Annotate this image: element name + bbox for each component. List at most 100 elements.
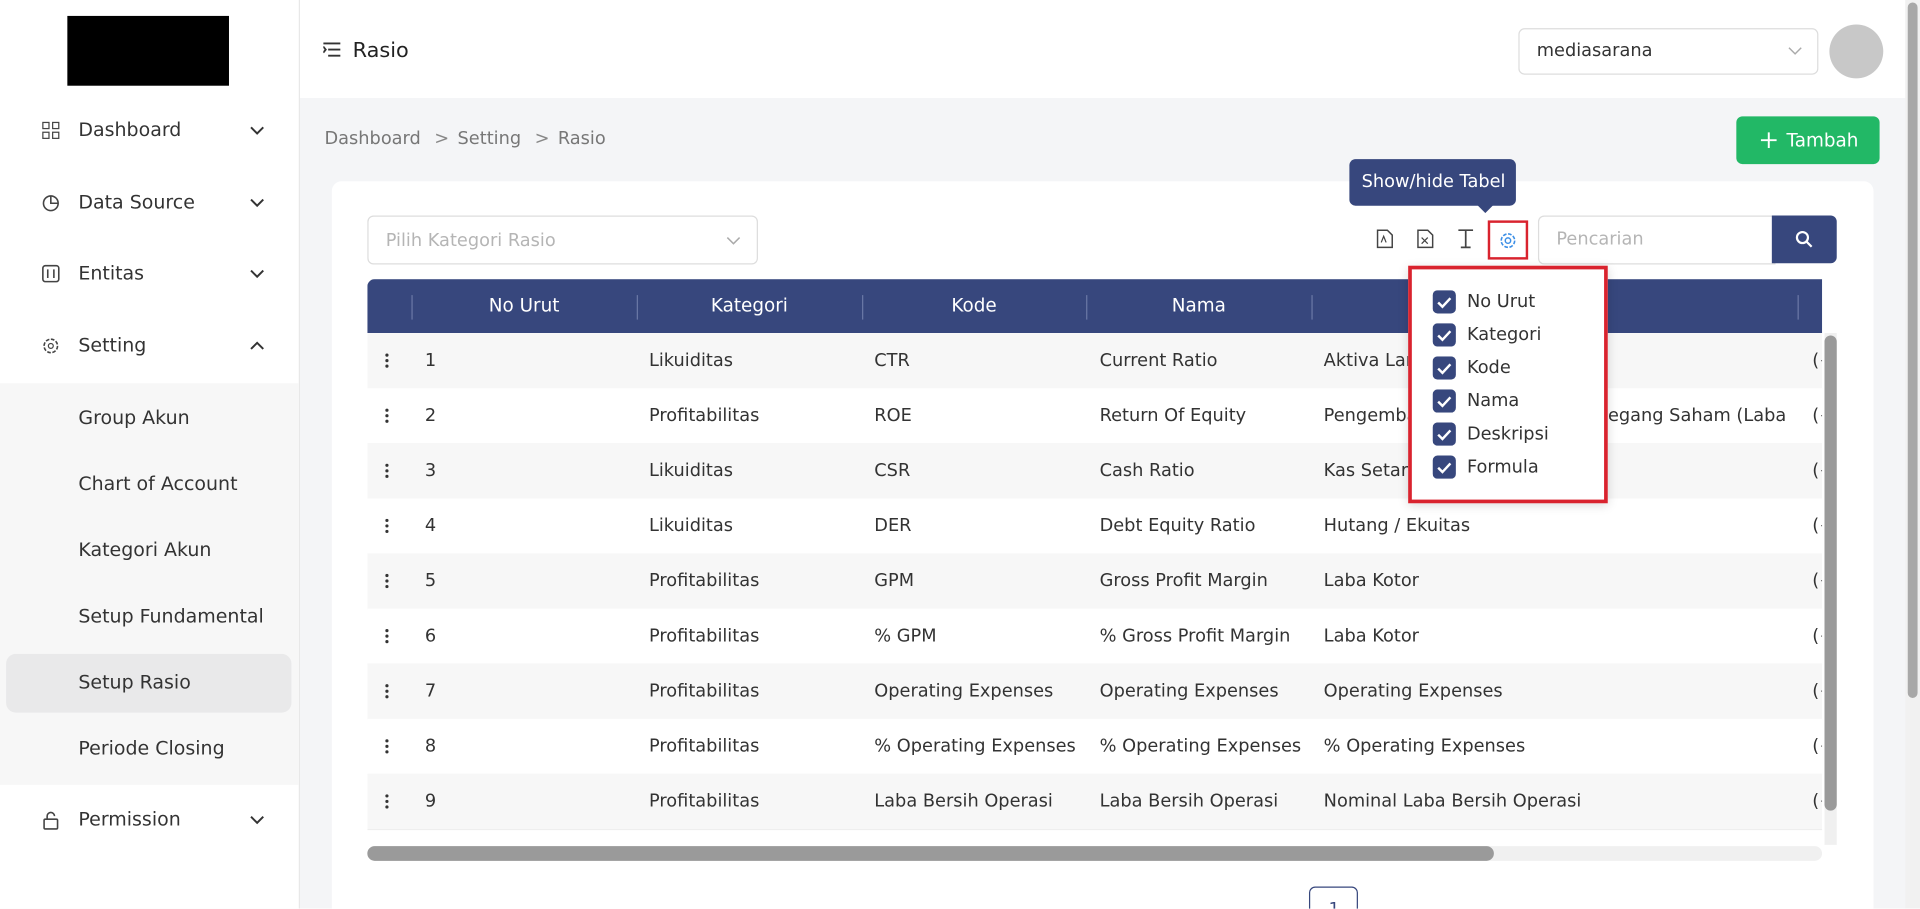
company-select[interactable]: mediasarana (1518, 28, 1819, 75)
search-button[interactable] (1771, 215, 1837, 264)
table-cell: Gross Profit Margin (1099, 571, 1268, 592)
table-cell: Likuiditas (648, 461, 734, 481)
column-header[interactable]: No Urut (488, 294, 560, 317)
page-number: 1 (1329, 901, 1340, 908)
table-cell: GPM (874, 571, 915, 592)
row-menu-icon (385, 518, 389, 534)
menu-icon (43, 338, 59, 354)
breadcrumb-item[interactable]: Dashboard (324, 129, 421, 150)
category-select[interactable]: Pilih Kategori Rasio (367, 215, 758, 265)
column-toggle-button[interactable] (1487, 220, 1529, 260)
search-placeholder: Pencarian (1556, 229, 1644, 250)
table-cell: ({ (1812, 736, 1822, 757)
table-cell: 2 (424, 406, 437, 426)
column-header[interactable]: Kode (951, 294, 997, 317)
menu-item[interactable]: Permission (78, 808, 181, 831)
menu-icon (42, 264, 60, 283)
export-excel-icon[interactable] (1417, 229, 1434, 249)
table-cell: Laba Kotor (1323, 627, 1419, 646)
page-button[interactable]: 1 (1308, 886, 1358, 909)
submenu-item[interactable]: Kategori Akun (78, 539, 212, 562)
submenu-item[interactable]: Setup Fundamental (78, 605, 264, 628)
column-option[interactable]: Kode (1466, 358, 1511, 379)
table-cell: ({ (1812, 791, 1822, 812)
table-cell: ({ (1812, 461, 1822, 481)
plus-icon (1760, 132, 1777, 149)
table-cell: Debt Equity Ratio (1099, 516, 1256, 537)
table-row: 5 Profitabilitas GPM Gross Profit Margin Lab… (367, 553, 1823, 610)
search-input[interactable]: Pencarian (1537, 215, 1776, 265)
menu-toggle-icon[interactable] (323, 42, 341, 58)
category-placeholder: Pilih Kategori Rasio (385, 231, 556, 251)
table-cell: DER (874, 516, 912, 537)
table-cell: % Operating Expenses (1323, 738, 1526, 756)
active-item-bg (6, 653, 292, 713)
checkbox (1432, 422, 1456, 446)
chevron (250, 269, 264, 279)
row-menu-icon (385, 684, 389, 699)
row-menu-icon (385, 629, 389, 644)
table-cell: Profitabilitas (648, 736, 760, 757)
column-divider (862, 295, 864, 320)
breadcrumb-item[interactable]: Setting (457, 129, 522, 150)
table-cell: CSR (874, 461, 911, 481)
tooltip-arrow (1476, 204, 1494, 214)
submenu-item[interactable]: Group Akun (78, 406, 190, 429)
table-cell: Laba Bersih Operasi (1099, 791, 1279, 812)
checkbox (1432, 389, 1456, 413)
checkbox (1432, 290, 1456, 314)
table-cell: Likuiditas (648, 516, 734, 537)
menu-icon (42, 195, 59, 212)
h-scroll-thumb[interactable] (367, 846, 1494, 861)
table-cell: 7 (424, 681, 437, 702)
v-scroll-thumb[interactable] (1824, 335, 1837, 811)
column-header[interactable]: Kategori (710, 294, 788, 317)
table-cell: Profitabilitas (648, 681, 760, 702)
menu-icon (43, 811, 59, 830)
table-row: 7 Profitabilitas Operating Expenses Operati… (367, 663, 1823, 721)
menu-item[interactable]: Entitas (78, 262, 145, 285)
table-cell: ({ (1812, 406, 1822, 426)
chevron (1788, 47, 1802, 55)
export-pdf-icon[interactable] (1376, 229, 1393, 249)
add-button-label: Tambah (1786, 129, 1859, 152)
page-scroll-thumb[interactable] (1907, 2, 1918, 698)
table-cell: Hutang / Ekuitas (1323, 517, 1471, 536)
table-cell: ({ (1812, 571, 1822, 592)
search-icon (1795, 230, 1813, 248)
table-cell: Likuiditas (648, 351, 734, 371)
table-cell: 9 (424, 791, 437, 812)
column-option[interactable]: Formula (1466, 457, 1539, 478)
column-header[interactable]: Nama (1171, 294, 1226, 317)
table-cell: Profitabilitas (648, 626, 760, 647)
table-row: 8 Profitabilitas % Operating Expenses % Ope… (367, 718, 1823, 776)
breadcrumb-separator: > (534, 129, 550, 150)
column-option[interactable]: No Urut (1466, 292, 1536, 312)
menu-item[interactable]: Setting (78, 334, 147, 357)
table-cell: ({ (1812, 351, 1822, 371)
menu-item[interactable]: Data Source (78, 191, 195, 214)
row-menu-icon (385, 353, 389, 368)
tooltip-text: Show/hide Tabel (1361, 172, 1506, 192)
column-option[interactable]: Deskripsi (1466, 424, 1549, 445)
table-cell: Profitabilitas (648, 791, 760, 812)
menu-item[interactable]: Dashboard (78, 119, 182, 142)
text-icon[interactable] (1457, 229, 1474, 249)
column-divider (1311, 295, 1313, 320)
table-cell: Laba Bersih Operasi (874, 791, 1053, 812)
column-option[interactable]: Kategori (1466, 325, 1542, 346)
table-cell: Operating Expenses (1099, 681, 1279, 702)
table-cell: ROE (874, 406, 912, 426)
row-menu-icon (385, 408, 389, 423)
company-name: mediasarana (1536, 41, 1653, 61)
table-cell: Return Of Equity (1099, 406, 1247, 426)
column-divider (1797, 295, 1799, 320)
avatar[interactable] (1829, 24, 1884, 79)
submenu-item[interactable]: Chart of Account (78, 472, 238, 496)
add-button[interactable]: Tambah (1736, 116, 1880, 165)
submenu-item[interactable]: Setup Rasio (78, 671, 191, 694)
chevron (250, 126, 264, 135)
submenu-item[interactable]: Periode Closing (78, 737, 225, 760)
row-menu-icon (385, 463, 389, 478)
column-option[interactable]: Nama (1466, 391, 1520, 412)
